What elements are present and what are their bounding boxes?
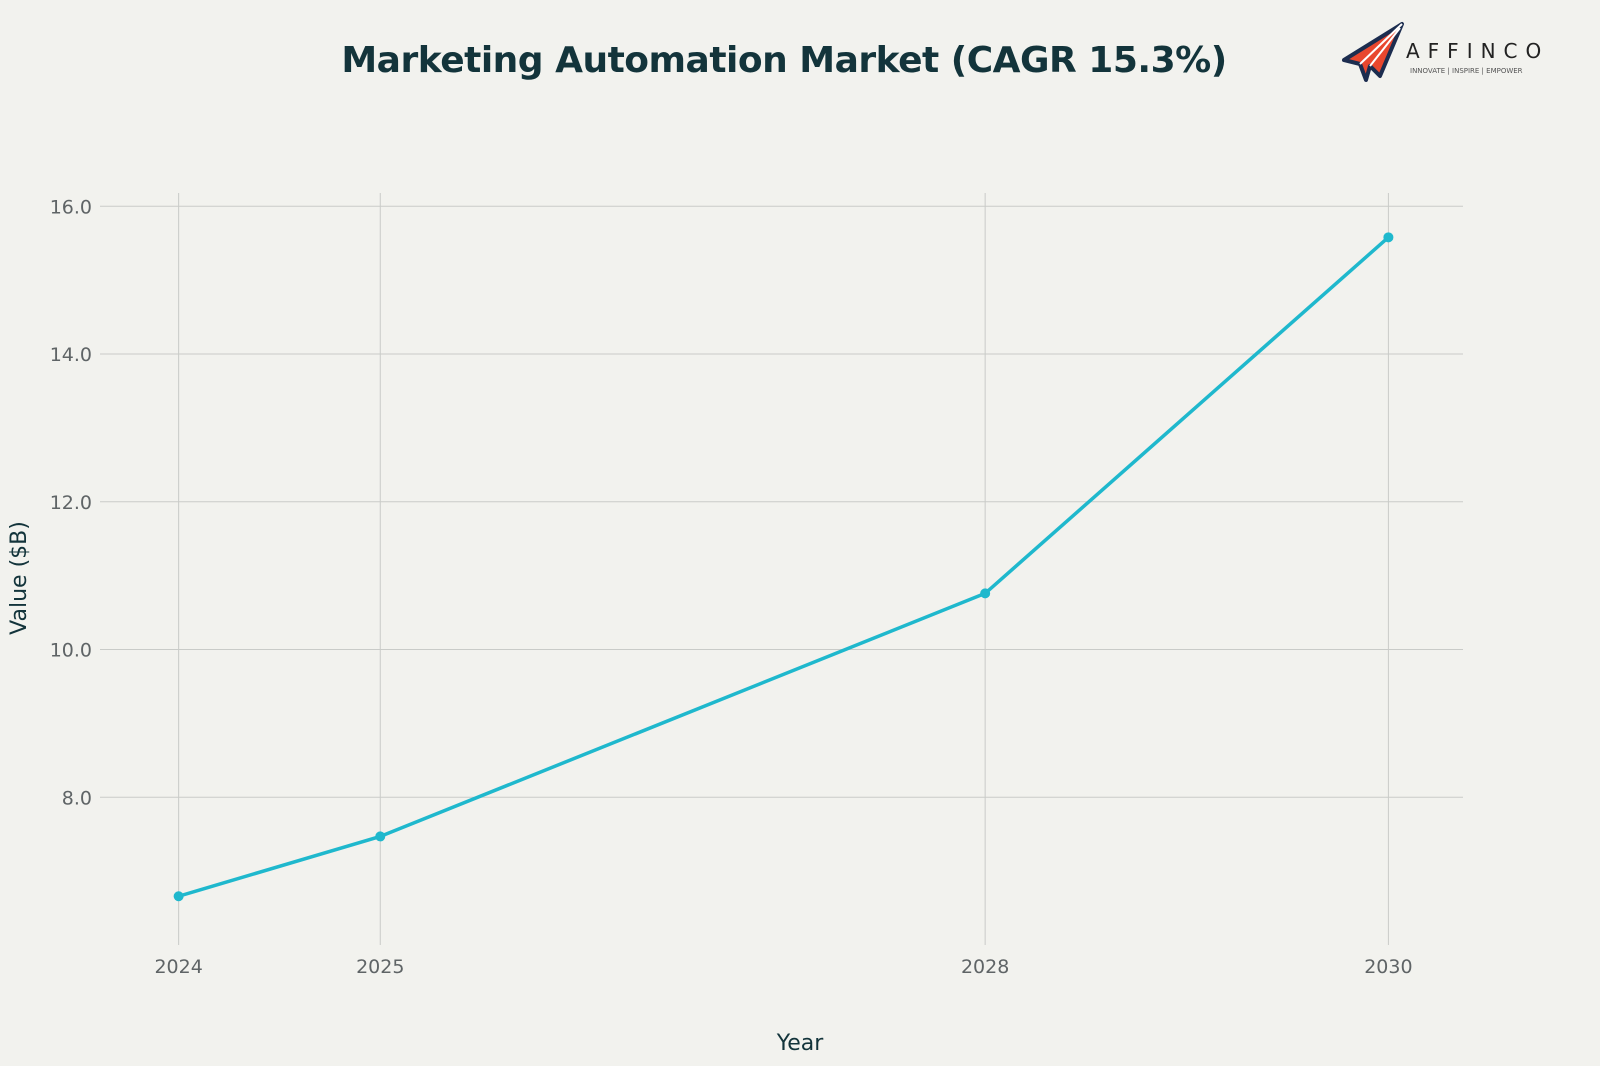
logo-name: AFFINCO: [1406, 39, 1549, 63]
data-point: [980, 588, 991, 599]
x-tick-label: 2024: [154, 956, 202, 978]
logo-tagline: INNOVATE | INSPIRE | EMPOWER: [1410, 67, 1523, 75]
y-tick-label: 10.0: [50, 640, 92, 662]
paper-plane-fold: [1369, 27, 1401, 67]
series-line: [178, 236, 1390, 898]
y-tick-label: 16.0: [50, 196, 92, 218]
x-tick-label: 2028: [961, 956, 1009, 978]
x-tick-label: 2030: [1364, 956, 1412, 978]
grid: [100, 193, 1463, 945]
chart-title: Marketing Automation Market (CAGR 15.3%): [341, 40, 1227, 81]
paper-plane-fold: [1359, 23, 1403, 65]
data-point: [1383, 232, 1394, 243]
affinco-logo: AFFINCO INNOVATE | INSPIRE | EMPOWER: [1342, 22, 1549, 82]
y-tick-label: 12.0: [50, 492, 92, 514]
y-tick-label: 8.0: [62, 787, 92, 809]
data-point: [173, 891, 184, 902]
y-tick-label: 14.0: [50, 344, 92, 366]
y-axis-ticks: 8.0 10.0 12.0 14.0 16.0: [50, 196, 92, 809]
x-axis-label: Year: [776, 1031, 825, 1056]
data-point: [375, 831, 386, 842]
data-points: [173, 232, 1394, 902]
x-tick-label: 2025: [356, 956, 404, 978]
y-axis-label: Value ($B): [7, 521, 32, 635]
x-axis-ticks: 2024 2025 2028 2030: [154, 956, 1412, 978]
